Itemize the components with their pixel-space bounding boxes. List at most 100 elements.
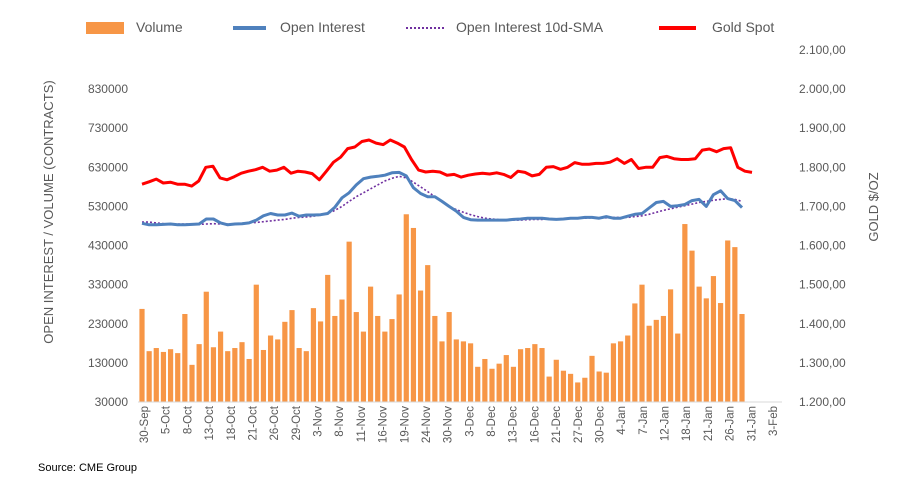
- volume-bar: [196, 344, 202, 402]
- volume-bar: [660, 315, 667, 402]
- volume-bar: [617, 341, 624, 402]
- volume-bar: [446, 312, 452, 402]
- volume-bar: [146, 351, 152, 402]
- volume-bar: [467, 343, 474, 402]
- x-tick-label: 30-Dec: [595, 406, 607, 443]
- volume-bar: [460, 341, 467, 402]
- volume-bar: [346, 241, 352, 402]
- volume-bar: [532, 344, 538, 402]
- x-tick-label: 19-Nov: [399, 406, 411, 443]
- volume-bar: [717, 303, 724, 402]
- x-tick-label: 3-Nov: [313, 406, 325, 437]
- legend-label-gold: Gold Spot: [712, 19, 774, 35]
- volume-bar: [432, 315, 438, 402]
- open-interest-line: [141, 170, 744, 227]
- source-note: Source: CME Group: [38, 462, 138, 474]
- series-lines: [141, 138, 753, 227]
- volume-bar: [539, 348, 545, 402]
- volume-bar: [482, 358, 488, 402]
- volume-bar: [575, 382, 581, 402]
- x-tick-label: 4-Jan: [616, 406, 628, 435]
- x-tick-label: 21-Dec: [551, 406, 563, 443]
- x-tick-label: 12-Jan: [660, 406, 672, 441]
- x-axis-ticks: 30-Sep 5-Oct 8-Oct 13-Oct 18-Oct 21-Oct 26-Oct…: [139, 405, 780, 443]
- x-tick-label: 21-Oct: [247, 405, 259, 440]
- volume-bar: [217, 331, 224, 402]
- volume-bar: [610, 343, 617, 402]
- volume-bar: [310, 308, 317, 402]
- volume-bar: [203, 291, 209, 402]
- volume-bars: [139, 214, 745, 402]
- volume-bar: [503, 355, 509, 402]
- x-tick-label: 13-Oct: [204, 405, 216, 440]
- volume-bar: [582, 377, 588, 402]
- volume-bar: [453, 339, 459, 402]
- volume-bar: [153, 348, 159, 402]
- volume-bar: [725, 240, 731, 402]
- volume-bar: [589, 355, 595, 402]
- volume-bar: [475, 366, 481, 402]
- volume-bar: [239, 342, 245, 402]
- volume-bar: [232, 348, 238, 402]
- volume-bar: [667, 289, 674, 402]
- volume-bar: [603, 372, 609, 402]
- volume-bar: [339, 299, 345, 402]
- y-axis-right-ticks: 2.100,00 2.000,00 1.900,00 1.800,00 1.700,00…: [799, 43, 846, 409]
- volume-bar: [382, 331, 388, 402]
- volume-bar: [553, 359, 559, 402]
- volume-bar: [632, 303, 638, 402]
- volume-bar: [175, 353, 181, 402]
- volume-bar: [389, 319, 395, 402]
- volume-bar: [246, 358, 252, 402]
- volume-bar: [375, 315, 381, 402]
- y-right-tick-label: 2.000,00: [799, 82, 846, 96]
- y-left-tick-label: 830000: [88, 82, 128, 96]
- y-axis-left-title: OPEN INTEREST / VOLUME (CONTRACTS): [41, 80, 56, 343]
- volume-bar: [332, 315, 338, 402]
- x-tick-label: 26-Jan: [725, 406, 737, 441]
- volume-bar: [139, 308, 145, 402]
- y-right-tick-label: 1.900,00: [799, 121, 846, 135]
- volume-bar: [696, 286, 702, 402]
- volume-bar: [410, 227, 417, 402]
- volume-bar: [739, 314, 745, 402]
- x-tick-label: 3-Feb: [768, 406, 780, 436]
- x-tick-label: 30-Nov: [443, 406, 455, 443]
- volume-bar: [710, 276, 717, 402]
- volume-bar: [160, 351, 167, 402]
- x-tick-label: 30-Sep: [139, 406, 151, 443]
- legend-label-open-interest: Open Interest: [280, 19, 365, 35]
- volume-bar: [210, 347, 217, 402]
- x-tick-label: 16-Nov: [378, 406, 390, 443]
- volume-bar: [282, 321, 288, 402]
- volume-bar: [567, 373, 574, 402]
- y-left-tick-label: 430000: [88, 239, 128, 253]
- volume-bar: [417, 290, 424, 402]
- volume-bar: [703, 298, 709, 402]
- volume-bar: [489, 368, 495, 402]
- x-tick-label: 3-Dec: [464, 406, 476, 437]
- y-axis-right-title: GOLD $/OZ: [866, 172, 881, 241]
- x-tick-label: 24-Nov: [421, 406, 433, 443]
- volume-bar: [317, 321, 324, 402]
- y-left-tick-label: 230000: [88, 317, 128, 331]
- y-left-tick-label: 530000: [88, 199, 128, 213]
- y-right-tick-label: 1.800,00: [799, 160, 846, 174]
- y-right-tick-label: 1.400,00: [799, 317, 846, 331]
- volume-bar: [267, 335, 274, 402]
- volume-bar: [167, 349, 174, 402]
- x-tick-label: 11-Nov: [356, 406, 368, 442]
- volume-bar: [625, 335, 631, 402]
- volume-bar: [496, 363, 502, 402]
- volume-bar: [675, 333, 681, 402]
- volume-bar: [425, 265, 431, 402]
- volume-bar: [360, 331, 367, 402]
- volume-bar: [732, 247, 738, 402]
- volume-bar: [596, 371, 602, 402]
- volume-bar: [653, 319, 659, 402]
- x-tick-label: 27-Dec: [573, 406, 585, 443]
- volume-bar: [546, 376, 552, 402]
- volume-bar: [289, 310, 295, 402]
- x-tick-label: 31-Jan: [746, 406, 758, 441]
